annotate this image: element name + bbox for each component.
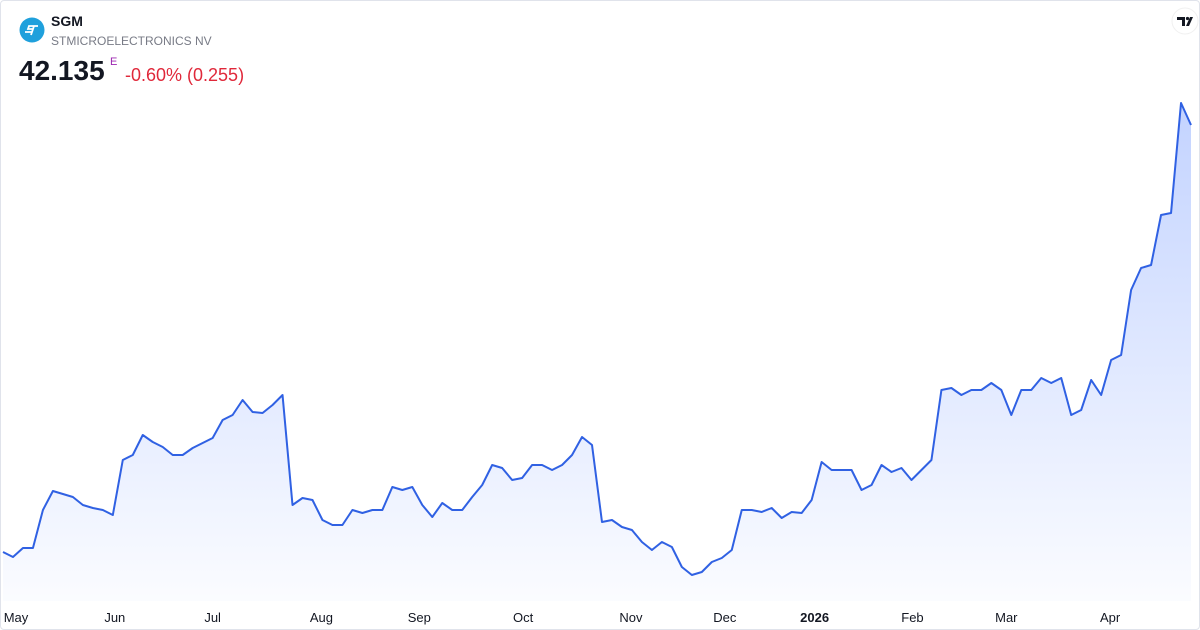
company-name: STMICROELECTRONICS NV — [51, 34, 212, 48]
price-line — [2, 102, 1192, 576]
x-tick-label: Feb — [901, 610, 923, 625]
x-tick-label: Jul — [204, 610, 221, 625]
x-tick-label: 2026 — [800, 610, 829, 625]
exchange-flag: E — [110, 56, 118, 68]
x-tick-label: Apr — [1100, 610, 1121, 625]
change: -0.60% (0.255) — [125, 65, 245, 85]
x-tick-label: Nov — [619, 610, 643, 625]
x-tick-label: Oct — [513, 610, 534, 625]
area-fill — [3, 103, 1191, 601]
tv-logo[interactable] — [1171, 7, 1199, 35]
x-tick-label: Aug — [310, 610, 333, 625]
price: 42.135 — [19, 55, 105, 86]
symbol: SGM — [51, 13, 83, 29]
x-tick-label: Sep — [408, 610, 431, 625]
x-tick-label: Dec — [713, 610, 737, 625]
x-tick-label: Mar — [995, 610, 1018, 625]
x-tick-label: Jun — [104, 610, 125, 625]
logo — [19, 17, 45, 43]
x-tick-label: May — [4, 610, 29, 625]
